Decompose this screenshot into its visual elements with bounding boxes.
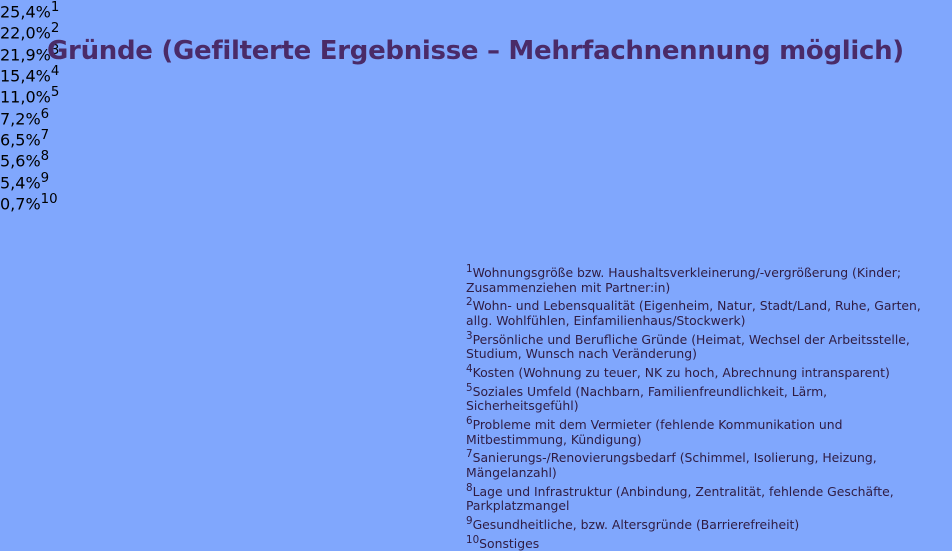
- footnote-marker: 7: [40, 127, 50, 143]
- category-label: Wohn- und Lebensqualität (Eigenheim, Nat…: [466, 298, 921, 329]
- footnote-marker: 6: [40, 106, 50, 122]
- category-label: Sonstiges: [479, 535, 540, 551]
- value-label: 7,2%: [0, 108, 41, 128]
- value-label: 15,4%: [0, 66, 51, 86]
- category-label: Lage und Infrastruktur (Anbindung, Zentr…: [466, 483, 894, 514]
- footnote-marker: 1: [50, 0, 60, 15]
- footnote-marker: 9: [40, 170, 50, 186]
- note: 1Wohnungsgröße bzw. Haushaltsverkleineru…: [466, 262, 928, 295]
- footnote-marker: 5: [466, 381, 473, 394]
- note: 8Lage und Infrastruktur (Anbindung, Zent…: [466, 481, 928, 514]
- value-label: 11,0%: [0, 87, 51, 107]
- value-label: 22,0%: [0, 23, 51, 43]
- category-label: Persönliche und Berufliche Gründe (Heima…: [466, 331, 910, 362]
- value-label: 6,5%: [0, 130, 41, 150]
- value-label: 5,6%: [0, 151, 41, 171]
- bar-label: 22,0%2: [0, 21, 952, 42]
- footnote-marker: 7: [466, 448, 473, 461]
- footnotes: 1Wohnungsgröße bzw. Haushaltsverkleineru…: [466, 262, 928, 551]
- value-label: 21,9%: [0, 44, 51, 64]
- bar-label: 21,9%3: [0, 43, 952, 64]
- bar-label: 11,0%5: [0, 85, 952, 106]
- footnote-marker: 6: [466, 414, 473, 427]
- category-label: Soziales Umfeld (Nachbarn, Familienfreun…: [466, 383, 828, 414]
- bars: 25,4%1 22,0%2 21,9%3 15,4%4 11,0%5 7,2%6 6,5%7…: [0, 0, 952, 213]
- category-label: Gesundheitliche, bzw. Altersgründe (Barr…: [472, 517, 800, 533]
- bar-label: 6,5%7: [0, 128, 952, 149]
- note: 4Kosten (Wohnung zu teuer, NK zu hoch, A…: [466, 362, 928, 381]
- note: 2Wohn- und Lebensqualität (Eigenheim, Na…: [466, 295, 928, 328]
- category-label: Wohnungsgröße bzw. Haushaltsverkleinerun…: [466, 265, 902, 295]
- note: 6Probleme mit dem Vermieter (fehlende Ko…: [466, 414, 928, 447]
- bar-label: 5,6%8: [0, 149, 952, 170]
- note: 9Gesundheitliche, bzw. Altersgründe (Bar…: [466, 514, 928, 533]
- footnote-marker: 4: [466, 362, 473, 375]
- footnote-marker: 4: [50, 63, 60, 79]
- note: 5Soziales Umfeld (Nachbarn, Familienfreu…: [466, 381, 928, 414]
- note: 10Sonstiges: [466, 533, 928, 551]
- bar-label: 7,2%6: [0, 107, 952, 128]
- footnote-marker: 8: [466, 481, 473, 494]
- footnote-marker: 2: [50, 21, 60, 37]
- footnote-marker: 9: [466, 514, 473, 527]
- footnote-marker: 3: [466, 329, 473, 342]
- footnote-marker: 10: [40, 191, 58, 207]
- category-label: Sanierungs-/Renovierungsbedarf (Schimmel…: [466, 450, 877, 480]
- bar-label: 15,4%4: [0, 64, 952, 85]
- note: 7Sanierungs-/Renovierungsbedarf (Schimme…: [466, 447, 928, 480]
- category-label: Probleme mit dem Vermieter (fehlende Kom…: [466, 417, 843, 447]
- footnote-marker: 8: [40, 149, 50, 165]
- note: 3Persönliche und Berufliche Gründe (Heim…: [466, 329, 928, 362]
- footnote-marker: 3: [50, 42, 60, 58]
- value-label: 5,4%: [0, 172, 41, 192]
- footnote-marker: 10: [466, 533, 480, 546]
- bar-label: 5,4%9: [0, 171, 952, 192]
- bar-label: 0,7%10: [0, 192, 952, 213]
- bar-label: 25,4%1: [0, 0, 952, 21]
- value-label: 25,4%: [0, 2, 51, 22]
- footnote-marker: 2: [466, 296, 473, 309]
- value-label: 0,7%: [0, 194, 41, 214]
- chart-title: Gründe (Gefilterte Ergebnisse – Mehrfach…: [47, 36, 904, 66]
- footnote-marker: 5: [50, 85, 60, 101]
- footnote-marker: 1: [466, 263, 473, 275]
- category-label: Kosten (Wohnung zu teuer, NK zu hoch, Ab…: [472, 365, 890, 381]
